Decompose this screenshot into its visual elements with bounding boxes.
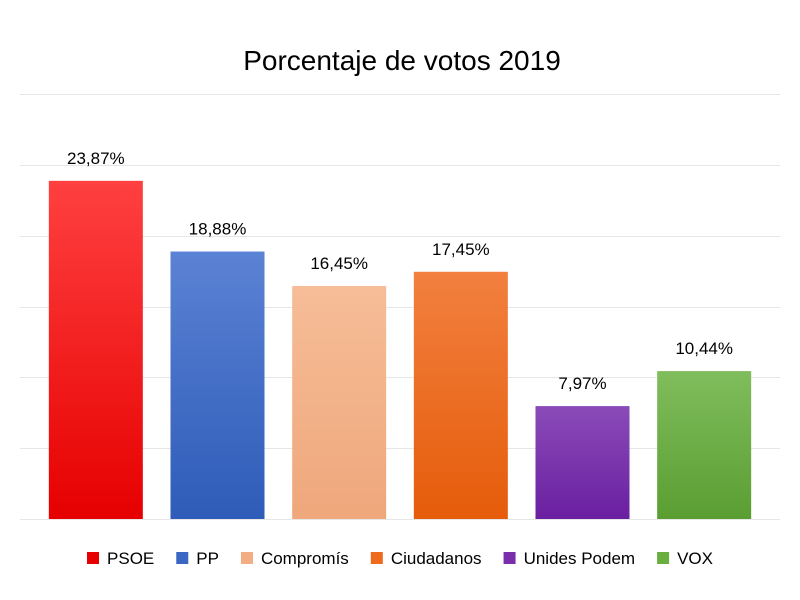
- legend-label: PP: [196, 549, 219, 568]
- legend-swatch: [503, 552, 516, 564]
- legend-item: PSOE: [87, 549, 154, 568]
- bar-vox: [657, 371, 752, 519]
- data-label: 10,44%: [675, 339, 733, 358]
- legend-item: PP: [176, 549, 219, 568]
- data-labels: 23,87% 18,88% 16,45% 17,45% 7,97% 10,44%: [67, 149, 733, 393]
- data-label: 23,87%: [67, 149, 125, 168]
- legend-label: VOX: [677, 549, 713, 568]
- bar-pp: [170, 251, 265, 520]
- bar-psoe: [48, 180, 143, 519]
- legend: PSOE PP Compromís Ciudadanos Unides Podem VOX: [87, 549, 713, 568]
- bar-compromís: [292, 285, 387, 519]
- legend-swatch: [176, 552, 189, 564]
- data-label: 16,45%: [310, 254, 368, 273]
- legend-swatch: [87, 552, 100, 564]
- bars: [48, 180, 752, 520]
- data-label: 18,88%: [189, 220, 247, 239]
- legend-item: Ciudadanos: [370, 549, 482, 568]
- legend-label: PSOE: [107, 549, 154, 568]
- grid-lines: [20, 94, 780, 520]
- legend-swatch: [657, 552, 670, 564]
- data-label: 7,97%: [558, 374, 606, 393]
- bar-ciudadanos: [413, 271, 508, 519]
- legend-swatch: [240, 552, 253, 564]
- legend-item: VOX: [657, 549, 713, 568]
- bar-unides-podem: [535, 406, 630, 519]
- legend-item: Compromís: [240, 549, 349, 568]
- legend-item: Unides Podem: [503, 549, 636, 568]
- legend-label: Unides Podem: [524, 549, 636, 568]
- legend-label: Compromís: [261, 549, 349, 568]
- chart-title: Porcentaje de votos 2019: [243, 45, 561, 76]
- legend-label: Ciudadanos: [391, 549, 482, 568]
- data-label: 17,45%: [432, 240, 490, 259]
- legend-swatch: [370, 552, 383, 564]
